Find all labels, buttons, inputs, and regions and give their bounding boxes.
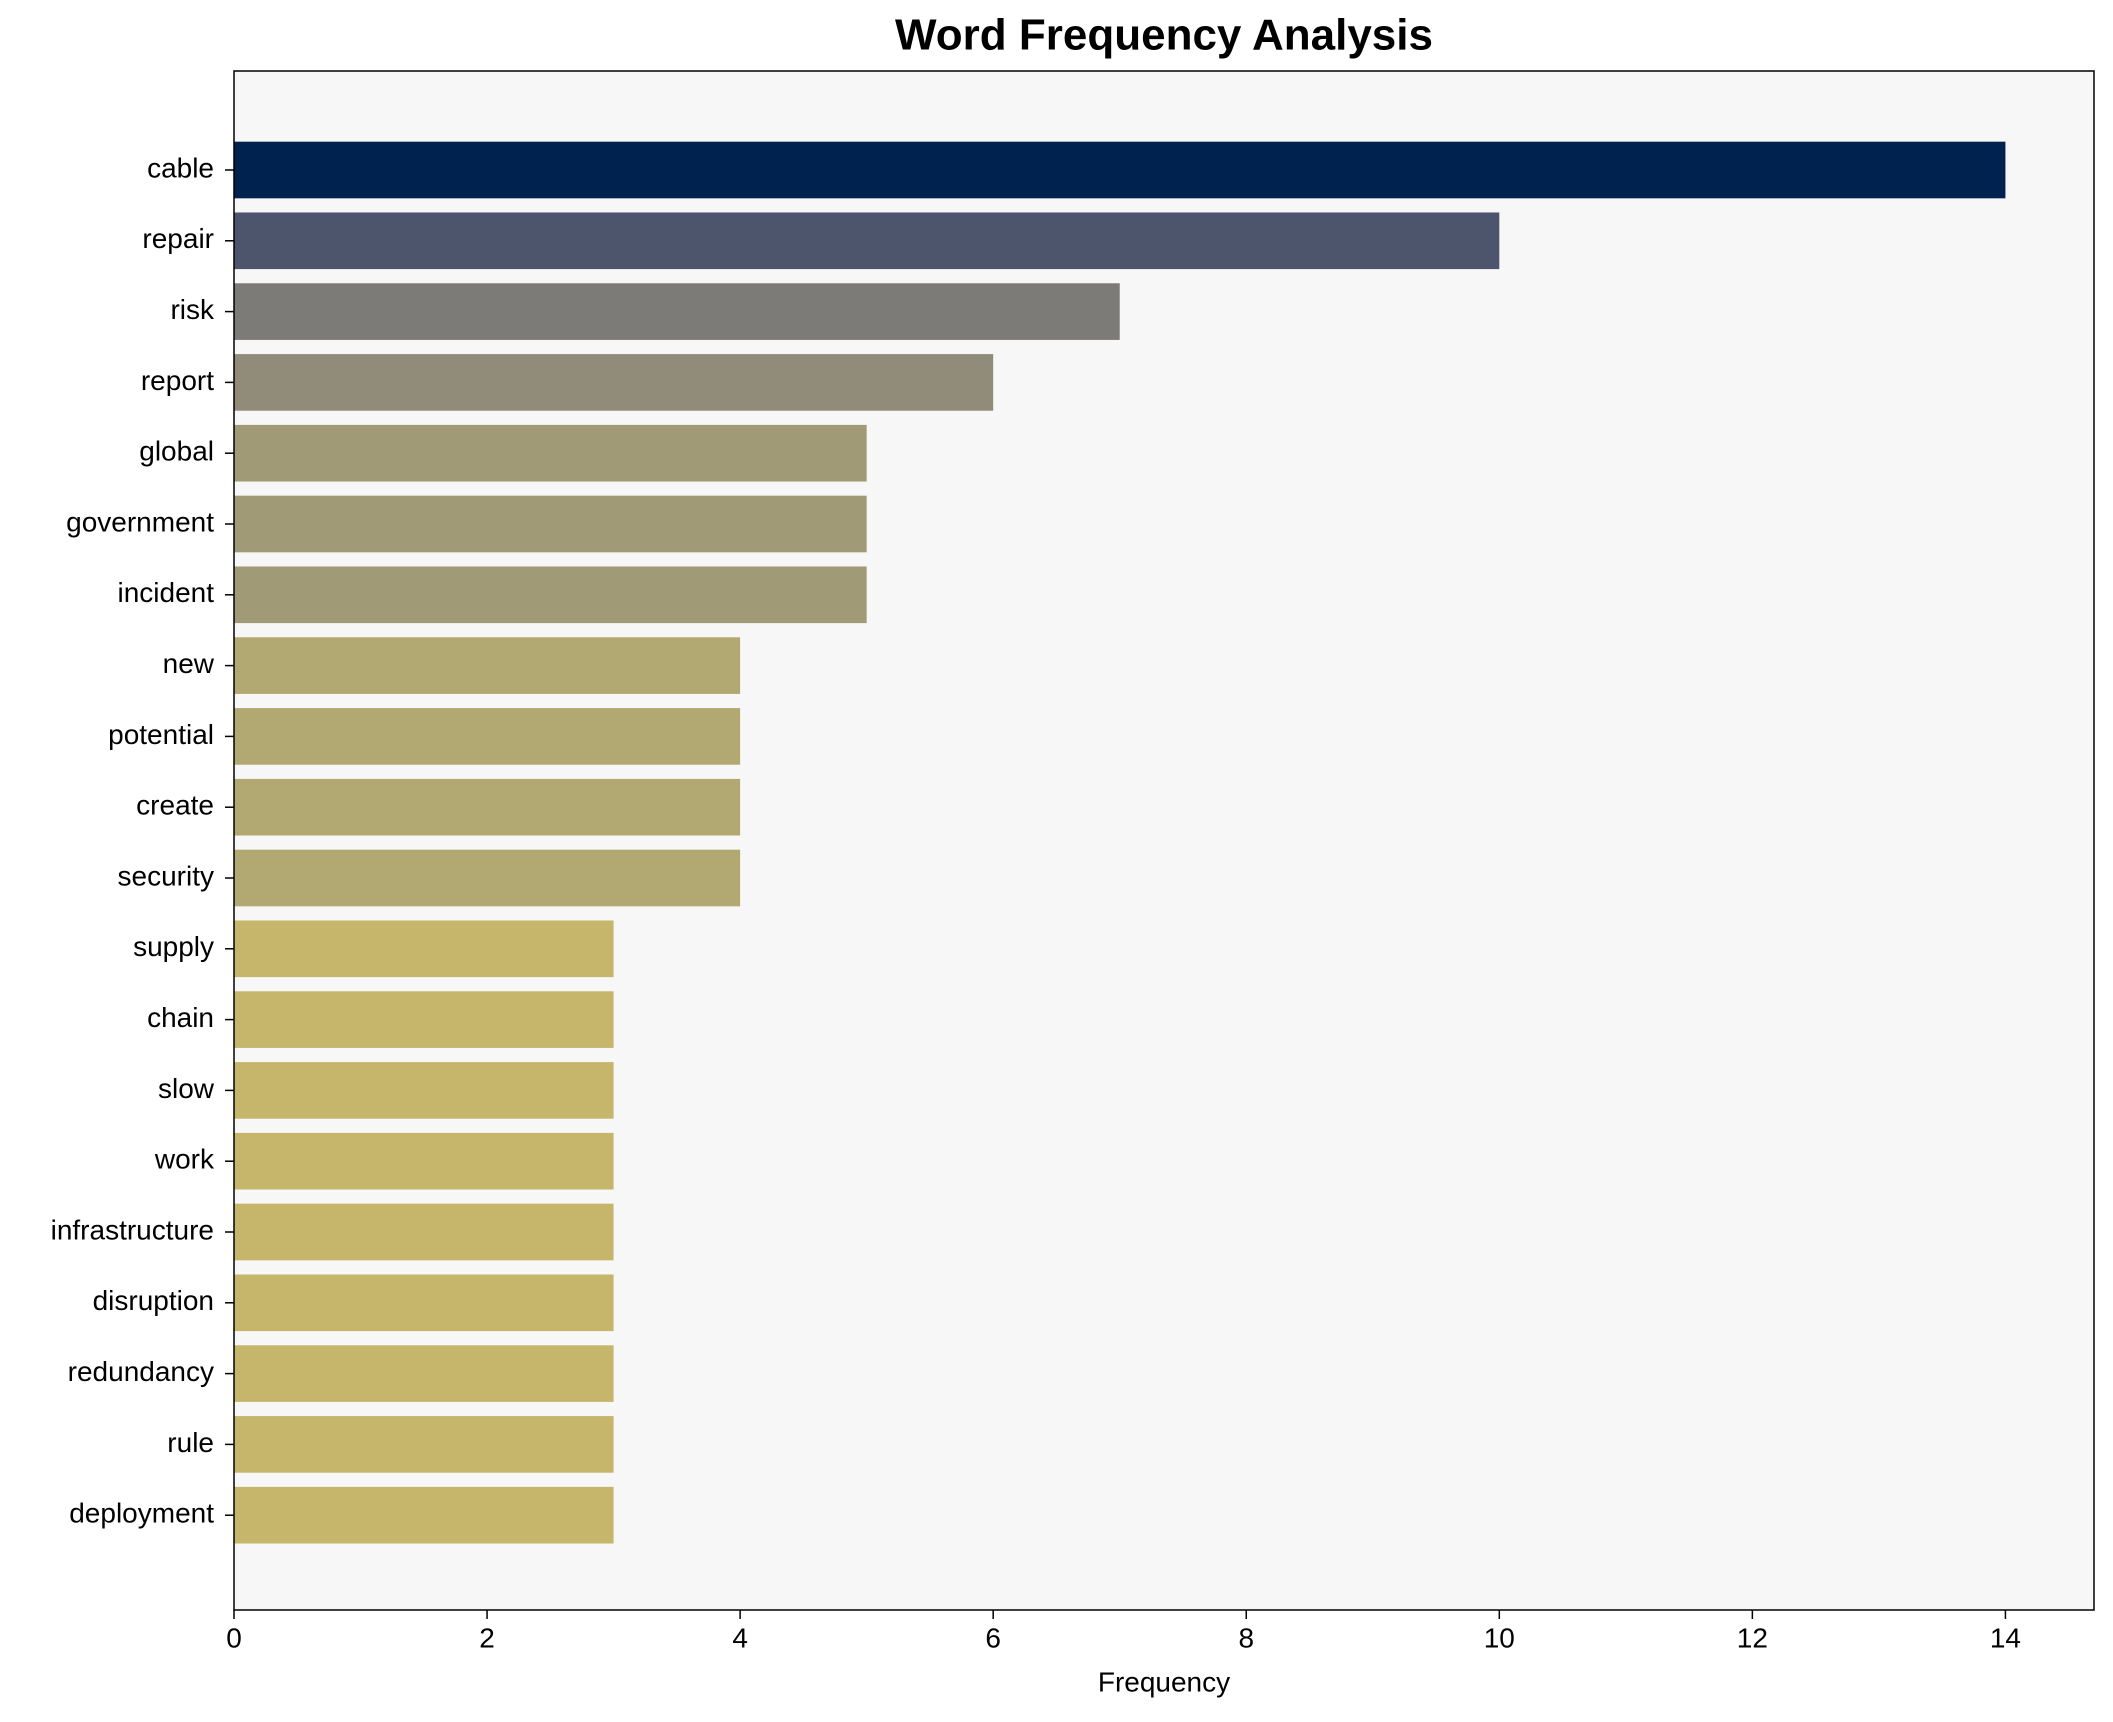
bar [234,141,2006,199]
y-tick-label: rule [167,1427,214,1458]
y-tick-label: report [141,365,214,396]
bar [234,991,614,1048]
y-tick-label: repair [142,223,214,254]
bar [234,495,867,553]
y-tick-label: government [66,506,214,537]
x-axis-label: Frequency [1098,1666,1230,1697]
bar [234,424,867,482]
chart-title: Word Frequency Analysis [895,11,1433,60]
bar [234,1062,614,1119]
y-tick-label: deployment [69,1498,214,1529]
bar [234,1274,614,1332]
y-tick-label: incident [117,577,214,608]
bar [234,778,741,836]
bar [234,849,741,907]
x-tick-label: 4 [732,1622,748,1653]
y-tick-label: infrastructure [51,1214,214,1245]
x-tick-label: 12 [1737,1622,1768,1653]
y-tick-label: potential [108,719,214,750]
bar [234,354,994,411]
bar [234,1486,614,1544]
bar [234,708,741,765]
bar [234,1132,614,1190]
bar [234,1203,614,1261]
plot-frame [233,70,2095,1611]
x-tick-label: 0 [226,1622,242,1653]
y-tick-label: redundancy [68,1356,214,1387]
y-tick-label: supply [133,931,214,962]
y-tick-label: risk [170,294,215,325]
y-tick-label: new [163,648,215,679]
y-tick-label: slow [158,1073,215,1104]
y-tick-label: disruption [93,1285,214,1316]
y-tick-label: create [136,790,214,821]
y-tick-label: security [118,860,214,891]
bar [234,1345,614,1402]
x-tick-label: 6 [985,1622,1001,1653]
x-tick-label: 2 [479,1622,495,1653]
x-tick-label: 10 [1484,1622,1515,1653]
y-tick-label: chain [147,1002,214,1033]
y-tick-label: cable [147,152,214,183]
x-tick-label: 8 [1238,1622,1254,1653]
bar [234,283,1120,340]
y-tick-label: work [154,1144,215,1175]
x-tick-label: 14 [1990,1622,2021,1653]
y-tick-label: global [139,436,214,467]
bar [234,1416,614,1473]
bar [234,566,867,624]
bar [234,637,741,694]
bar [234,212,1500,270]
bar [234,920,614,978]
